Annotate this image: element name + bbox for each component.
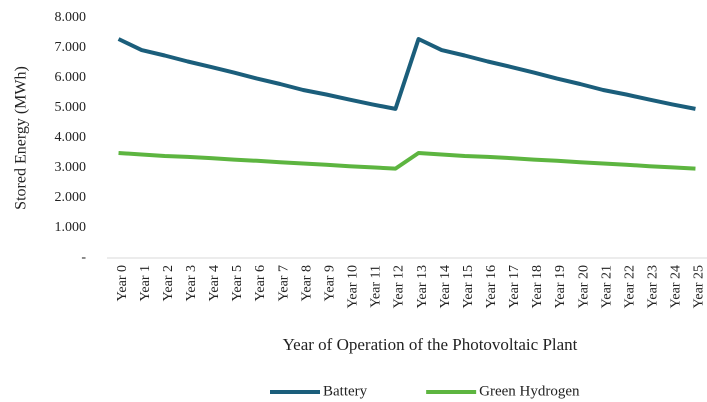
x-tick-label: Year 14 <box>438 265 453 308</box>
x-tick-label: Year 10 <box>346 265 361 308</box>
y-tick-label: 3.000 <box>55 160 87 175</box>
x-tick-label: Year 18 <box>530 265 545 308</box>
x-tick-label: Year 19 <box>553 265 568 308</box>
series-line <box>118 151 696 171</box>
x-tick-label: Year 23 <box>646 265 661 308</box>
x-tick-label: Year 7 <box>276 265 291 301</box>
x-tick-label: Year 4 <box>207 265 222 301</box>
x-tick-label: Year 22 <box>622 265 637 308</box>
y-tick-label: - <box>81 250 86 265</box>
x-tick-label: Year 5 <box>230 265 245 301</box>
x-tick-label: Year 16 <box>484 265 499 308</box>
x-tick-label: Year 1 <box>138 265 153 301</box>
x-tick-label: Year 25 <box>692 265 707 308</box>
x-tick-label: Year 3 <box>184 265 199 301</box>
y-tick-label: 1.000 <box>55 220 87 235</box>
legend-label: Battery <box>323 383 368 399</box>
x-tick-label: Year 11 <box>369 265 384 308</box>
x-tick-label: Year 15 <box>461 265 476 308</box>
y-tick-label: 5.000 <box>55 100 87 115</box>
x-tick-label: Year 12 <box>392 265 407 308</box>
y-tick-label: 8.000 <box>55 10 87 25</box>
series-line <box>117 37 696 111</box>
y-axis-title: Stored Energy (MWh) <box>13 66 30 210</box>
y-tick-label: 4.000 <box>55 130 87 145</box>
x-tick-label: Year 24 <box>669 265 684 308</box>
x-axis-title: Year of Operation of the Photovoltaic Pl… <box>283 335 578 354</box>
x-tick-label: Year 20 <box>576 265 591 308</box>
legend-label: Green Hydrogen <box>479 383 580 399</box>
x-tick-label: Year 0 <box>115 265 130 301</box>
x-tick-label: Year 6 <box>253 265 268 301</box>
y-tick-label: 6.000 <box>55 70 87 85</box>
x-tick-label: Year 21 <box>599 265 614 308</box>
y-tick-label: 7.000 <box>55 40 87 55</box>
y-tick-label: 2.000 <box>55 190 87 205</box>
x-tick-label: Year 13 <box>415 265 430 308</box>
x-tick-label: Year 8 <box>299 265 314 301</box>
x-tick-label: Year 9 <box>322 265 337 301</box>
x-tick-label: Year 2 <box>161 265 176 301</box>
x-tick-label: Year 17 <box>507 265 522 308</box>
